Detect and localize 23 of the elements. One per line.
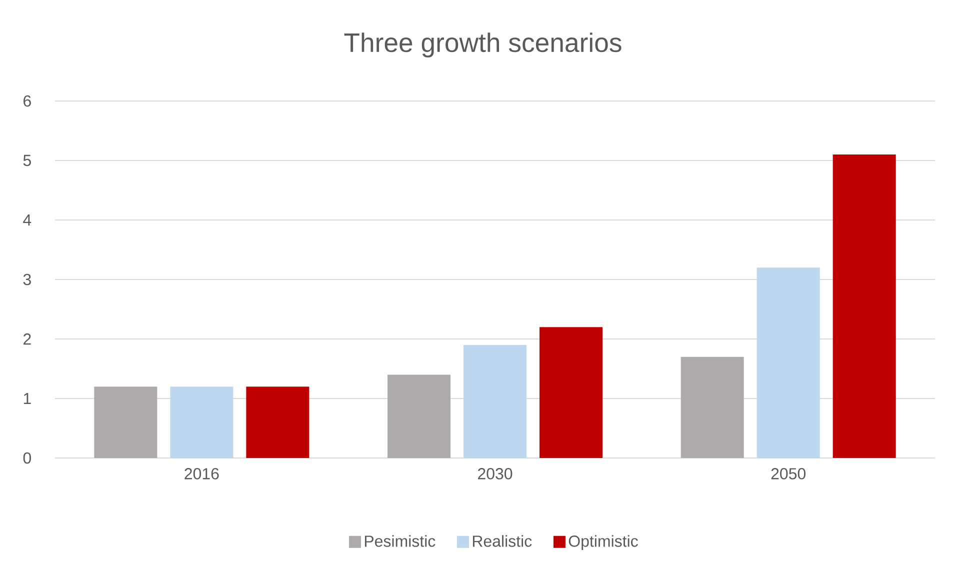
y-tick-label: 0	[23, 452, 32, 464]
legend-label: Realistic	[472, 535, 532, 547]
bar	[170, 386, 234, 458]
legend-label: Pesimistic	[364, 535, 436, 547]
bar	[680, 356, 744, 458]
y-tick-label: 3	[23, 274, 31, 286]
bar	[832, 154, 896, 458]
bar	[94, 386, 158, 458]
legend-label: Optimistic	[568, 535, 638, 550]
y-tick-label: 4	[23, 214, 32, 226]
bar	[540, 327, 603, 458]
bar	[464, 344, 527, 458]
bar	[246, 386, 310, 458]
x-tick-label: 2050	[771, 468, 806, 480]
x-tick-label: 2030	[478, 468, 512, 480]
chart-title: Three growth scenarios	[344, 32, 622, 58]
y-tick-label: 2	[24, 333, 31, 345]
bar	[756, 268, 820, 458]
x-tick-label: 2016	[184, 468, 219, 480]
y-tick-label: 1	[24, 393, 31, 404]
y-tick-label: 6	[24, 95, 31, 107]
y-tick-label: 5	[23, 154, 31, 166]
bar	[388, 374, 451, 458]
